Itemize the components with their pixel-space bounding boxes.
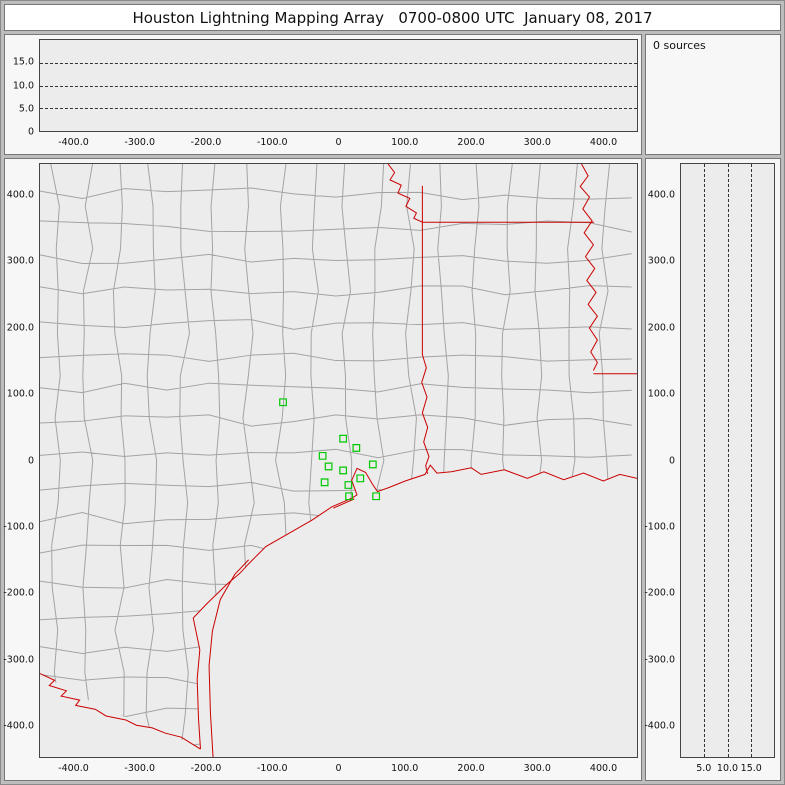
tick-label: 10.0: [716, 763, 739, 774]
altitude-gridline: [704, 164, 706, 757]
map-background: [40, 164, 637, 757]
altitude-ew-panel: 15.0 10.0 5.0 0 -400.0 -300.0 -200.0 -100.0 0 10…: [4, 34, 642, 155]
state-borders-and-rivers: [40, 164, 637, 757]
tick-label: 400.0: [6, 189, 34, 201]
mississippi-river: [580, 164, 597, 370]
tick-label: -400.0: [58, 763, 89, 774]
station-marker: [370, 461, 377, 468]
tick-label: 0: [335, 137, 342, 148]
station-marker: [280, 399, 287, 406]
station-marker: [346, 493, 353, 500]
tick-label: 400.0: [589, 137, 618, 148]
tick-label: -200.0: [3, 587, 34, 599]
altitude-gridline: [750, 164, 752, 757]
ew-distance-axis-labels: -400.0 -300.0 -200.0 -100.0 0 100.0 200.0 300.0…: [39, 762, 638, 777]
altitude-gridline: [40, 85, 637, 87]
tick-label: -400.0: [3, 720, 34, 732]
plan-view-map-plot[interactable]: [39, 163, 638, 758]
main-row: 400.0 300.0 200.0 100.0 0 -100.0 -200.0 -300.0-…: [3, 158, 781, 781]
rio-grande-river: [40, 674, 200, 749]
tick-label: 0: [27, 126, 34, 138]
tick-label: 300.0: [523, 763, 551, 774]
tick-label: 100.0: [6, 388, 34, 400]
station-marker: [319, 453, 326, 460]
tick-label: 100.0: [391, 137, 419, 148]
tick-label: -200.0: [190, 137, 222, 148]
altitude-ns-plot[interactable]: [680, 163, 775, 758]
tick-label: 100.0: [647, 388, 675, 400]
lma-station-markers: [280, 399, 380, 500]
tick-label: 200.0: [6, 322, 34, 334]
tick-label: 300.0: [6, 255, 34, 267]
tick-label: -100.0: [256, 763, 288, 774]
title-bar: Houston Lightning Mapping Array 0700-080…: [4, 4, 781, 31]
tick-label: 100.0: [391, 763, 419, 774]
ns-distance-axis-labels: 400.0 300.0 200.0 100.0 0 -100.0 -200.0 -300.0 -…: [3, 163, 36, 758]
tick-label: -300.0: [3, 654, 34, 666]
ns-distance-axis-labels: 400.0 300.0 200.0 100.0 0 -100.0 -200.0 -300.0 -…: [644, 163, 677, 758]
tick-label: 10.0: [12, 80, 34, 91]
tick-label: -400.0: [58, 137, 89, 148]
altitude-axis-labels: 5.0 10.0 15.0: [680, 762, 775, 777]
tick-label: 15.0: [12, 56, 34, 68]
tick-label: -200.0: [190, 763, 222, 774]
barrier-island: [209, 499, 354, 757]
tick-label: 300.0: [647, 255, 675, 267]
station-marker: [345, 482, 352, 489]
altitude-ew-plot[interactable]: [39, 39, 638, 132]
station-marker: [340, 435, 347, 442]
tick-label: -100.0: [3, 521, 34, 533]
tick-label: 0: [335, 763, 342, 774]
station-marker: [357, 475, 364, 482]
map-svg: [40, 164, 637, 757]
tick-label: -300.0: [124, 763, 156, 774]
tick-label: 300.0: [523, 137, 551, 148]
station-marker: [325, 463, 332, 470]
tick-label: -300.0: [124, 137, 156, 148]
altitude-gridline: [40, 108, 637, 110]
sources-panel: 0 sources: [645, 34, 781, 155]
station-marker: [373, 493, 380, 500]
altitude-gridline: [727, 164, 729, 757]
station-marker: [340, 467, 347, 474]
altitude-gridline: [40, 62, 637, 64]
page-title: Houston Lightning Mapping Array 0700-080…: [132, 8, 653, 27]
texas-louisiana-border: [422, 186, 429, 474]
tick-label: -100.0: [256, 137, 288, 148]
plan-view-panel: 400.0 300.0 200.0 100.0 0 -100.0 -200.0 -300.0-…: [3, 158, 642, 781]
altitude-ns-panel: 400.0 300.0 200.0 100.0 0 -100.0 -200.0 -300.0 -…: [644, 158, 781, 781]
gulf-coastline: [193, 465, 637, 749]
tick-label: 200.0: [457, 137, 485, 148]
tick-label: -200.0: [644, 587, 675, 599]
red-river: [388, 164, 422, 222]
tick-label: 200.0: [647, 322, 675, 334]
tick-label: 400.0: [647, 189, 675, 201]
tick-label: 200.0: [457, 763, 485, 774]
tick-label: 0: [27, 455, 34, 466]
tick-label: 5.0: [18, 103, 34, 115]
tick-label: 5.0: [696, 763, 712, 774]
sources-count-label: 0 sources: [653, 39, 706, 52]
tick-label: -400.0: [644, 720, 675, 732]
tick-label: 15.0: [740, 763, 762, 774]
tick-label: -100.0: [644, 521, 675, 533]
tick-label: 0: [668, 455, 675, 466]
tick-label: 400.0: [589, 763, 618, 774]
station-marker: [321, 479, 328, 486]
altitude-axis-labels: 15.0 10.0 5.0 0: [5, 39, 36, 138]
tick-label: -300.0: [644, 654, 675, 666]
station-marker: [353, 445, 360, 452]
top-row: 15.0 10.0 5.0 0 -400.0 -300.0 -200.0 -100.0 0 10…: [4, 34, 781, 155]
ew-distance-axis-labels: -400.0 -300.0 -200.0 -100.0 0 100.0 200.0 300.0…: [39, 136, 638, 151]
